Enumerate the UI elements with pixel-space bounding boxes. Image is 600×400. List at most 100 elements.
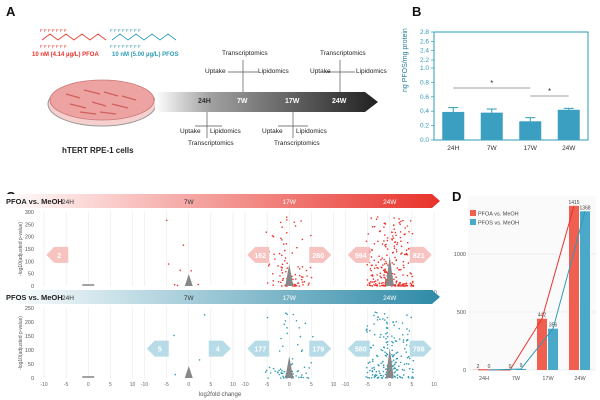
count-down: 2 xyxy=(57,253,61,260)
timepoint-label: 17W xyxy=(283,199,297,206)
deg-point xyxy=(278,369,280,372)
deg-point xyxy=(278,373,281,376)
deg-point xyxy=(286,327,288,329)
count-up: 280 xyxy=(312,253,324,260)
deg-point xyxy=(173,334,175,337)
deg-point xyxy=(383,258,385,261)
legend-label-pfos: PFOS vs. MeOH xyxy=(478,221,519,227)
deg-point xyxy=(379,285,381,287)
deg-point xyxy=(182,244,185,246)
deg-point xyxy=(384,269,386,271)
deg-point xyxy=(307,377,310,379)
x-tick-label: 17W xyxy=(524,145,538,152)
deg-point xyxy=(386,264,389,266)
deg-point xyxy=(396,377,399,379)
deg-point xyxy=(373,267,376,269)
panel-label-a: A xyxy=(6,4,16,19)
y-tick-label: 0.0 xyxy=(420,137,429,144)
deg-point xyxy=(380,282,383,285)
deg-point xyxy=(402,219,404,222)
x-tick-label: 10 xyxy=(230,382,236,388)
deg-point xyxy=(281,239,283,241)
deg-point xyxy=(392,235,394,237)
count-up: 788 xyxy=(413,347,425,354)
deg-point xyxy=(379,318,381,321)
deg-point xyxy=(409,282,412,285)
deg-point xyxy=(300,350,303,353)
deg-point xyxy=(411,275,414,278)
deg-point xyxy=(378,370,380,372)
deg-point xyxy=(278,252,281,255)
deg-point xyxy=(282,372,284,375)
deg-point xyxy=(302,276,304,278)
deg-point xyxy=(382,336,385,338)
deg-point xyxy=(309,266,312,269)
deg-point xyxy=(282,377,285,379)
deg-point xyxy=(379,272,382,275)
deg-point xyxy=(384,368,387,370)
deg-point xyxy=(302,376,304,379)
deg-point xyxy=(300,278,303,281)
deg-point xyxy=(404,347,406,350)
deg-point xyxy=(291,275,293,278)
deg-point xyxy=(280,372,283,374)
deg-point xyxy=(272,367,275,370)
timepoint-17w: 17W xyxy=(285,98,300,105)
deg-point xyxy=(402,260,405,263)
x-tick-label: 0 xyxy=(388,382,391,388)
deg-point xyxy=(271,272,274,275)
deg-point xyxy=(373,333,376,336)
bar-value-label: 2 xyxy=(477,364,480,370)
deg-point xyxy=(299,335,302,338)
deg-point xyxy=(374,311,377,314)
bar-pfos xyxy=(516,368,526,370)
bar-value-label: 356 xyxy=(549,323,558,329)
y-tick-label: 0 xyxy=(463,368,466,374)
deg-point xyxy=(281,279,284,282)
deg-point xyxy=(279,275,281,277)
deg-point xyxy=(393,324,396,327)
deg-point xyxy=(396,243,398,246)
deg-point xyxy=(386,347,389,350)
pfos-fluorines: F F F F F F F F F F F F F F F F xyxy=(110,28,141,49)
y-tick-label: 1.0 xyxy=(420,65,429,72)
deg-point xyxy=(373,281,375,283)
y-tick-label: 250 xyxy=(25,306,34,312)
count-down: 177 xyxy=(254,347,266,354)
deg-point xyxy=(382,281,384,284)
deg-point xyxy=(410,316,412,319)
deg-point xyxy=(278,350,281,352)
deg-point xyxy=(403,363,406,366)
deg-point xyxy=(307,284,310,286)
deg-point xyxy=(395,281,397,284)
count-up: 4 xyxy=(216,347,220,354)
y-tick-label: 0 xyxy=(31,284,34,290)
deg-point xyxy=(292,373,294,375)
deg-point xyxy=(369,329,371,332)
deg-point xyxy=(394,340,397,342)
y-tick-label: 100 xyxy=(25,348,34,354)
deg-point xyxy=(374,284,376,287)
x-tick-label: 24W xyxy=(562,145,576,152)
deg-point xyxy=(406,333,409,336)
deg-point xyxy=(371,249,373,252)
deg-point xyxy=(402,264,405,267)
bar-pfoa xyxy=(569,205,579,370)
deg-point xyxy=(297,343,299,346)
deg-point xyxy=(385,332,387,335)
deg-point xyxy=(281,226,283,228)
deg-point xyxy=(281,345,284,347)
deg-point xyxy=(406,241,409,244)
y-tick-label: 1000 xyxy=(454,252,466,258)
deg-point xyxy=(405,252,408,255)
deg-point xyxy=(402,339,405,341)
y-tick-label: 100 xyxy=(25,259,34,265)
deg-point xyxy=(373,283,375,286)
svg-text:F F F F F F F F: F F F F F F F F xyxy=(110,44,141,49)
deg-point xyxy=(272,284,274,286)
deg-point xyxy=(411,281,414,284)
deg-point xyxy=(370,274,373,277)
deg-point xyxy=(370,256,373,258)
count-arrow-down xyxy=(247,246,270,263)
deg-point xyxy=(284,259,286,262)
